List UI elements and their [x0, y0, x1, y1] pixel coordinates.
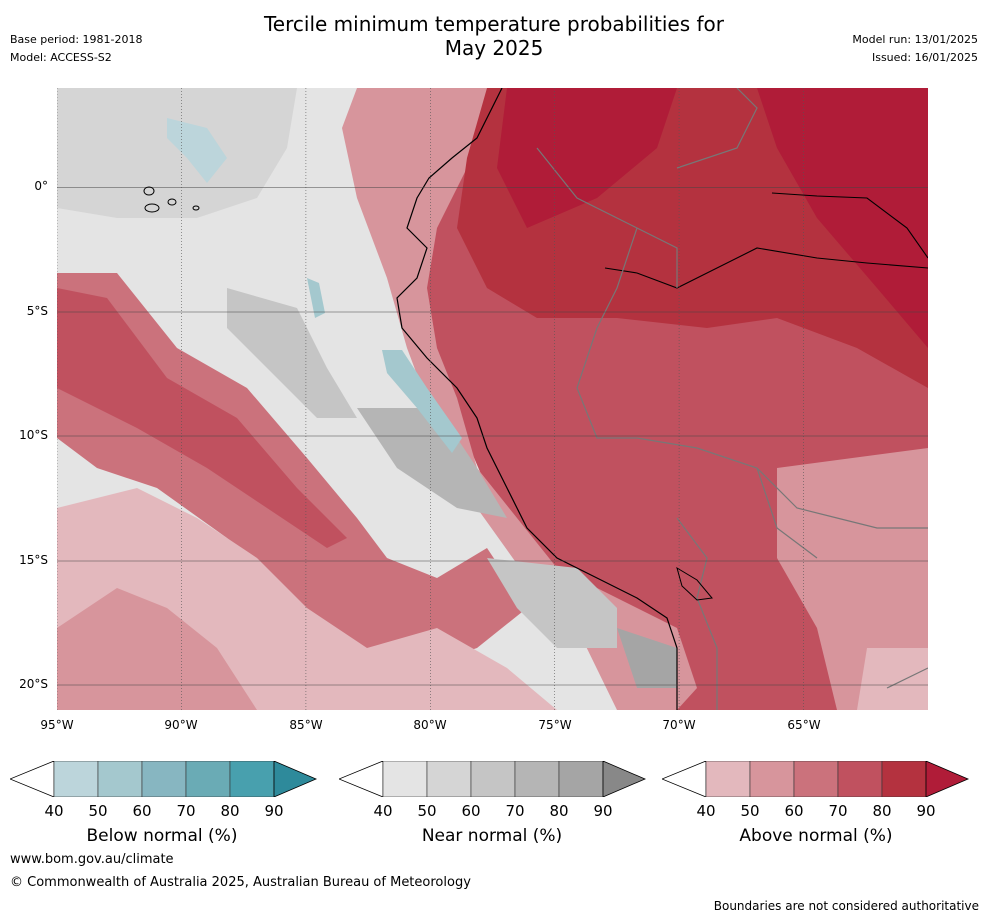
near-normal-nw-light — [57, 88, 297, 218]
tick: 40 — [373, 802, 393, 820]
above-normal-ocean-core — [57, 288, 347, 548]
issued-text: Issued: 16/01/2025 — [871, 51, 978, 64]
copyright-text: © Commonwealth of Australia 2025, Austra… — [10, 875, 471, 890]
title-line-1: Tercile minimum temperature probabilitie… — [263, 12, 725, 36]
above-normal-band-coast — [342, 88, 697, 710]
probability-map — [57, 88, 928, 710]
tick: 80 — [220, 802, 240, 820]
tick: 60 — [132, 802, 152, 820]
model-run-text: Model run: 13/01/2025 — [852, 33, 978, 46]
colorbar-below-label: Below normal (%) — [86, 826, 238, 846]
galapagos-islands — [143, 186, 200, 213]
amazon-river — [604, 192, 928, 289]
colorbar-near-label: Near normal (%) — [421, 826, 563, 846]
tick: 90 — [593, 802, 613, 820]
titicaca-lake — [676, 566, 713, 601]
lat-label-0: 0° — [34, 179, 48, 193]
colorbar-below-normal — [10, 761, 318, 797]
near-normal-patch-4 — [617, 628, 677, 688]
tick: 90 — [916, 802, 936, 820]
above-normal-east — [757, 88, 928, 348]
above-normal-ocean-west — [57, 273, 527, 668]
tick: 40 — [696, 802, 716, 820]
meta-right: Model run: 13/01/2025 Issued: 16/01/2025 — [852, 31, 978, 67]
tick: 70 — [828, 802, 848, 820]
above-normal-ne — [497, 88, 677, 228]
title-line-2: May 2025 — [444, 36, 544, 60]
above-normal-se-pale — [857, 648, 928, 710]
tick: 70 — [505, 802, 525, 820]
near-normal-patch-1 — [227, 288, 357, 418]
tick: 80 — [872, 802, 892, 820]
below-normal-patch-2 — [382, 350, 462, 453]
disclaimer-text: Boundaries are not considered authoritat… — [713, 899, 979, 913]
map-canvas — [57, 88, 928, 710]
tick: 80 — [549, 802, 569, 820]
tick: 50 — [417, 802, 437, 820]
colorbar-near-normal — [339, 761, 647, 797]
near-normal-patch-3 — [487, 558, 617, 648]
base-period-text: Base period: 1981-2018 — [10, 33, 143, 46]
lon-label-95w: 95°W — [40, 718, 74, 732]
lon-label-90w: 90°W — [164, 718, 198, 732]
tick: 50 — [740, 802, 760, 820]
tick: 50 — [88, 802, 108, 820]
lon-label-75w: 75°W — [538, 718, 572, 732]
chart-title: Tercile minimum temperature probabilitie… — [0, 12, 988, 60]
lat-label-15s: 15°S — [19, 553, 48, 567]
tick: 60 — [461, 802, 481, 820]
below-normal-patch-3 — [307, 278, 325, 318]
website-link[interactable]: www.bom.gov.au/climate — [10, 852, 174, 867]
below-normal-patch-1 — [167, 118, 227, 183]
lat-label-20s: 20°S — [19, 677, 48, 691]
tick: 90 — [264, 802, 284, 820]
country-borders — [536, 88, 928, 710]
lat-label-10s: 10°S — [19, 428, 48, 442]
meta-left: Base period: 1981-2018 Model: ACCESS-S2 — [10, 31, 142, 67]
lon-label-65w: 65°W — [787, 718, 821, 732]
lon-label-85w: 85°W — [289, 718, 323, 732]
tick: 70 — [176, 802, 196, 820]
lon-label-80w: 80°W — [413, 718, 447, 732]
tick: 60 — [784, 802, 804, 820]
above-normal-ocean-sw-mid — [57, 588, 257, 710]
near-normal-patch-2 — [357, 408, 507, 518]
colorbar-above-normal — [662, 761, 970, 797]
coastline — [396, 88, 678, 710]
tick: 40 — [44, 802, 64, 820]
colorbar-above-label: Above normal (%) — [739, 826, 893, 846]
lat-label-5s: 5°S — [26, 304, 48, 318]
above-normal-south-pale — [777, 448, 928, 710]
lon-label-70w: 70°W — [662, 718, 696, 732]
model-text: Model: ACCESS-S2 — [10, 51, 112, 64]
latitude-lines — [57, 187, 928, 686]
